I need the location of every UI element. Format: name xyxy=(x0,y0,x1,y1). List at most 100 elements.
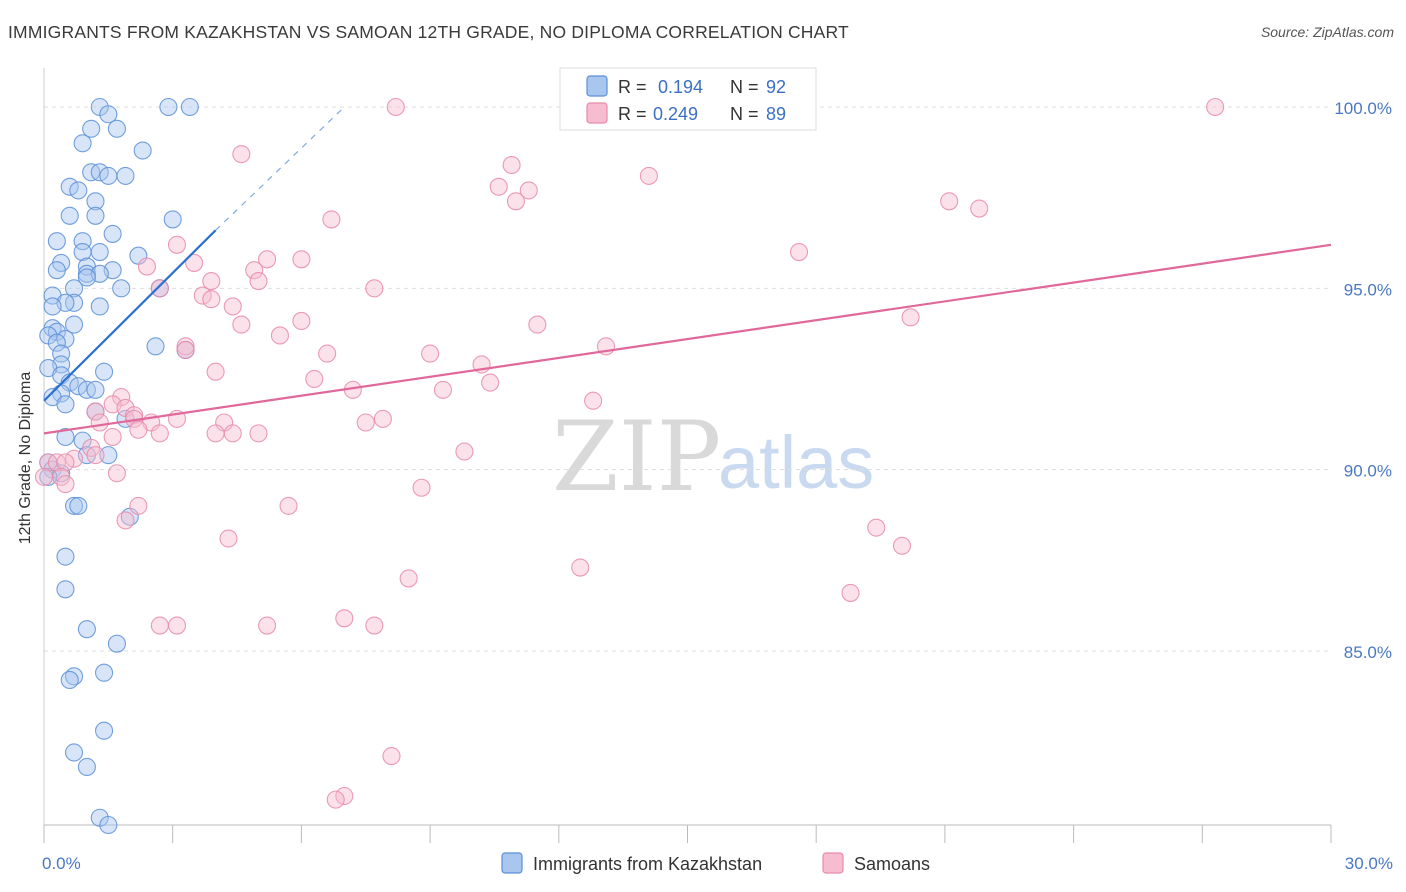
samoan-point-78 xyxy=(571,558,590,577)
samoan-point-1 xyxy=(1206,97,1225,117)
samoan-point-14 xyxy=(292,250,311,269)
samoan-point-23 xyxy=(202,290,221,309)
samoan-point-61 xyxy=(455,442,474,461)
kazakhstan-point-10 xyxy=(99,166,118,185)
samoan-point-54 xyxy=(129,420,148,439)
samoan-point-7 xyxy=(506,192,525,211)
y-tick-label-2: 90.0% xyxy=(1344,462,1392,481)
samoan-point-2 xyxy=(232,145,251,164)
samoan-point-37 xyxy=(305,369,324,389)
kazakhstan-point-58 xyxy=(56,395,75,414)
legend-n-value-1: 92 xyxy=(766,77,786,97)
kazakhstan-point-70 xyxy=(69,496,88,515)
kazakhstan-point-15 xyxy=(60,206,79,225)
samoan-point-20 xyxy=(365,279,384,298)
series-samoan-points xyxy=(34,97,1225,809)
watermark-zip: ZIP xyxy=(552,401,721,513)
kazakhstan-point-55 xyxy=(86,380,105,399)
samoan-point-57 xyxy=(206,424,225,443)
samoan-point-84 xyxy=(258,616,277,635)
samoan-point-9 xyxy=(970,199,989,218)
samoan-point-66 xyxy=(56,453,75,472)
kazakhstan-point-69 xyxy=(64,496,84,515)
legend-n-label-1: N = xyxy=(730,77,759,97)
samoan-point-77 xyxy=(892,536,912,555)
samoan-point-70 xyxy=(56,475,75,494)
samoan-point-6 xyxy=(519,181,538,200)
kazakhstan-point-72 xyxy=(56,547,75,566)
samoan-point-85 xyxy=(365,616,384,635)
kazakhstan-point-14 xyxy=(86,192,105,211)
samoan-point-10 xyxy=(322,210,341,229)
legend-n-value-2: 89 xyxy=(766,104,786,124)
kazakhstan-point-63 xyxy=(99,446,118,465)
samoan-point-83 xyxy=(167,616,187,635)
samoan-point-11 xyxy=(167,235,187,254)
samoan-point-58 xyxy=(150,424,169,443)
samoan-point-45 xyxy=(86,402,105,421)
gridlines xyxy=(44,106,1331,652)
samoan-point-0 xyxy=(386,97,405,117)
kazakhstan-point-74 xyxy=(77,620,96,639)
samoan-point-13 xyxy=(258,250,277,269)
kazakhstan-point-16 xyxy=(86,206,105,225)
kazakhstan-point-80 xyxy=(64,743,84,762)
kazakhstan-point-19 xyxy=(47,232,66,251)
x-tick-label-1: 30.0% xyxy=(1345,854,1393,873)
samoan-point-53 xyxy=(356,413,375,432)
kazakhstan-point-75 xyxy=(107,634,126,653)
kazakhstan-point-32 xyxy=(112,279,131,298)
kazakhstan-point-6 xyxy=(73,134,92,153)
source-credit: Source: ZipAtlas.com xyxy=(1260,24,1394,40)
samoan-point-25 xyxy=(901,308,920,327)
samoan-point-42 xyxy=(584,391,603,410)
y-tick-label-0: 100.0% xyxy=(1334,99,1392,118)
samoan-point-21 xyxy=(150,279,169,298)
samoan-point-8 xyxy=(940,192,959,211)
kazakhstan-point-50 xyxy=(95,362,114,381)
samoan-point-15 xyxy=(185,253,204,272)
samoan-point-17 xyxy=(245,261,264,280)
kazakhstan-point-11 xyxy=(116,166,135,185)
samoan-point-79 xyxy=(399,569,418,588)
samoan-point-19 xyxy=(202,272,221,291)
kazakhstan-point-39 xyxy=(64,315,84,334)
y-tick-label-3: 85.0% xyxy=(1344,643,1392,662)
samoan-point-75 xyxy=(867,518,886,537)
samoan-point-74 xyxy=(116,511,135,530)
kazakhstan-point-2 xyxy=(159,97,178,117)
stats-legend: R = 0.194 N = 92 R = 0.249 N = 89 xyxy=(559,67,817,131)
bottom-legend-swatch-samoan xyxy=(822,852,844,874)
tick-labels: 100.0% 95.0% 90.0% 85.0% 0.0% 30.0% xyxy=(42,99,1393,873)
samoan-point-81 xyxy=(335,609,354,628)
kazakhstan-trend-line xyxy=(43,229,217,402)
kazakhstan-point-31 xyxy=(64,279,84,298)
kazakhstan-point-7 xyxy=(133,141,152,160)
bottom-legend-label-kazakhstan: Immigrants from Kazakhstan xyxy=(533,854,762,874)
legend-r-label-1: R = xyxy=(618,77,647,97)
kazakhstan-point-81 xyxy=(77,757,96,777)
kazakhstan-point-38 xyxy=(43,297,62,316)
samoan-point-82 xyxy=(150,616,169,635)
samoan-point-12 xyxy=(789,243,809,262)
legend-swatch-samoan xyxy=(586,102,608,124)
samoan-point-4 xyxy=(639,166,658,185)
series-legend: Immigrants from Kazakhstan Samoans xyxy=(501,852,930,874)
samoan-point-16 xyxy=(137,257,157,276)
y-axis-title: 12th Grade, No Diploma xyxy=(17,372,34,545)
kazakhstan-point-44 xyxy=(47,333,66,352)
y-tick-label-1: 95.0% xyxy=(1344,280,1392,299)
samoan-point-80 xyxy=(841,583,860,602)
legend-r-value-1: 0.194 xyxy=(658,77,703,97)
samoan-point-72 xyxy=(129,496,148,515)
kazakhstan-point-47 xyxy=(52,344,71,363)
samoan-point-36 xyxy=(206,362,225,381)
samoan-point-56 xyxy=(249,424,268,443)
samoan-point-71 xyxy=(412,478,431,497)
kazakhstan-point-83 xyxy=(99,815,118,835)
kazakhstan-point-20 xyxy=(73,232,92,251)
samoan-point-38 xyxy=(481,373,500,392)
kazakhstan-point-18 xyxy=(103,224,122,243)
samoan-point-32 xyxy=(176,340,195,360)
samoan-point-73 xyxy=(279,496,298,515)
